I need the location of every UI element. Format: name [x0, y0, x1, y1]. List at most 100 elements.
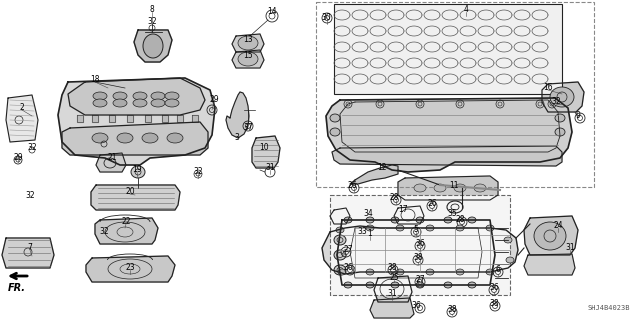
Ellipse shape — [117, 133, 133, 143]
Text: SHJ4B4023B: SHJ4B4023B — [588, 305, 630, 311]
Polygon shape — [398, 176, 498, 200]
Polygon shape — [370, 298, 414, 318]
Polygon shape — [58, 78, 215, 165]
Ellipse shape — [555, 128, 565, 136]
Polygon shape — [332, 146, 562, 166]
Polygon shape — [134, 30, 172, 62]
Polygon shape — [92, 115, 98, 122]
Polygon shape — [330, 208, 350, 224]
Polygon shape — [542, 82, 584, 112]
Text: 32: 32 — [27, 144, 37, 152]
Ellipse shape — [131, 166, 145, 178]
Ellipse shape — [396, 269, 404, 275]
Ellipse shape — [133, 92, 147, 100]
Ellipse shape — [534, 222, 566, 250]
Text: 34: 34 — [363, 210, 373, 219]
Ellipse shape — [454, 184, 466, 192]
Polygon shape — [2, 238, 54, 268]
Text: 29: 29 — [13, 153, 23, 162]
Text: 36: 36 — [415, 240, 425, 249]
Text: 31: 31 — [265, 164, 275, 173]
Text: 29: 29 — [209, 95, 219, 105]
Polygon shape — [350, 165, 398, 184]
Text: 22: 22 — [121, 218, 131, 226]
Text: 35: 35 — [447, 210, 457, 219]
Ellipse shape — [167, 133, 183, 143]
Text: 21: 21 — [108, 153, 116, 162]
Ellipse shape — [366, 225, 374, 231]
Ellipse shape — [366, 282, 374, 288]
Ellipse shape — [434, 184, 446, 192]
Text: 32: 32 — [147, 18, 157, 26]
Ellipse shape — [555, 114, 565, 122]
Text: 19: 19 — [132, 166, 142, 174]
Polygon shape — [340, 100, 560, 152]
Ellipse shape — [334, 250, 346, 260]
Ellipse shape — [426, 269, 434, 275]
Ellipse shape — [391, 282, 399, 288]
Ellipse shape — [238, 36, 258, 50]
Ellipse shape — [366, 217, 374, 223]
Text: 6: 6 — [495, 265, 500, 275]
Ellipse shape — [151, 99, 165, 107]
Ellipse shape — [334, 265, 346, 275]
Ellipse shape — [344, 282, 352, 288]
Text: FR.: FR. — [8, 283, 26, 293]
Ellipse shape — [133, 99, 147, 107]
Text: 4: 4 — [463, 5, 468, 14]
Bar — [334, 4, 562, 94]
Polygon shape — [192, 115, 198, 122]
Text: 18: 18 — [90, 76, 100, 85]
Text: 7: 7 — [28, 243, 33, 253]
Text: 20: 20 — [125, 188, 135, 197]
Text: 36: 36 — [489, 284, 499, 293]
Text: 28: 28 — [455, 216, 465, 225]
Ellipse shape — [506, 257, 514, 263]
Polygon shape — [226, 92, 249, 138]
Text: 32: 32 — [99, 227, 109, 236]
Ellipse shape — [468, 217, 476, 223]
Ellipse shape — [426, 225, 434, 231]
Text: 17: 17 — [398, 205, 408, 214]
Ellipse shape — [444, 282, 452, 288]
Ellipse shape — [396, 225, 404, 231]
Text: 37: 37 — [243, 123, 253, 132]
Ellipse shape — [165, 99, 179, 107]
Polygon shape — [96, 153, 126, 172]
Ellipse shape — [486, 225, 494, 231]
Polygon shape — [252, 136, 280, 168]
Text: 24: 24 — [553, 221, 563, 231]
Text: 27: 27 — [343, 246, 353, 255]
Polygon shape — [127, 115, 133, 122]
Text: 14: 14 — [267, 8, 277, 17]
Text: 5: 5 — [413, 226, 419, 234]
Text: 3: 3 — [235, 133, 239, 143]
Bar — [316, 2, 594, 187]
Ellipse shape — [113, 92, 127, 100]
Text: 15: 15 — [243, 51, 253, 61]
Polygon shape — [68, 78, 205, 115]
Ellipse shape — [93, 92, 107, 100]
Text: 10: 10 — [259, 144, 269, 152]
Polygon shape — [95, 218, 158, 244]
Ellipse shape — [468, 282, 476, 288]
Polygon shape — [91, 185, 180, 210]
Ellipse shape — [113, 99, 127, 107]
Polygon shape — [109, 115, 115, 122]
Ellipse shape — [550, 87, 574, 107]
Polygon shape — [162, 115, 168, 122]
Ellipse shape — [151, 92, 165, 100]
Text: 13: 13 — [243, 35, 253, 44]
Text: 26: 26 — [427, 199, 437, 209]
Text: 30: 30 — [321, 13, 331, 23]
Ellipse shape — [165, 92, 179, 100]
Bar — [330, 195, 510, 295]
Ellipse shape — [336, 227, 344, 233]
Ellipse shape — [330, 114, 340, 122]
Text: 31: 31 — [387, 290, 397, 299]
Ellipse shape — [416, 217, 424, 223]
Polygon shape — [6, 95, 38, 142]
Polygon shape — [177, 115, 183, 122]
Polygon shape — [326, 98, 572, 172]
Ellipse shape — [92, 133, 108, 143]
